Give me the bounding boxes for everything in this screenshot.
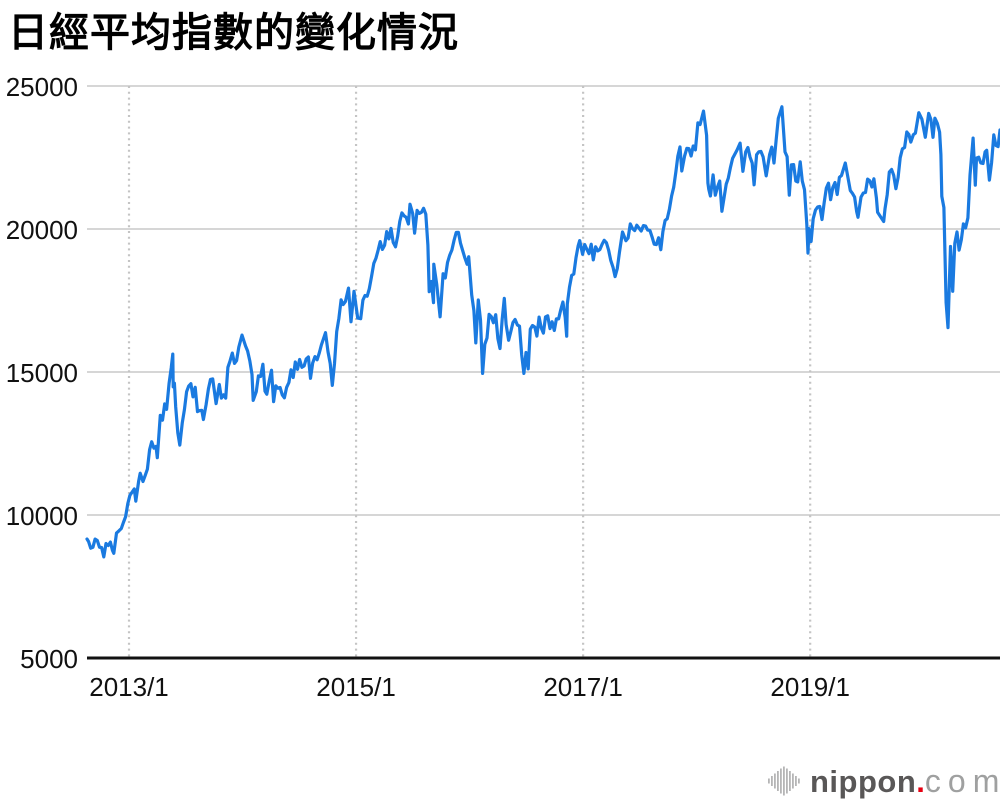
x-tick-label: 2017/1	[543, 672, 623, 702]
logo-bar	[798, 778, 800, 784]
logo-name: nippon	[810, 763, 917, 799]
logo-dot: .	[916, 763, 925, 799]
logo-bar	[786, 768, 788, 794]
y-tick-label: 5000	[20, 644, 78, 674]
logo-bar	[789, 771, 791, 791]
x-tick-label: 2013/1	[89, 672, 169, 702]
logo-bar	[783, 766, 785, 796]
x-tick-label: 2015/1	[316, 672, 396, 702]
logo-bar	[795, 776, 797, 786]
logo-bar	[780, 768, 782, 794]
y-tick-label: 20000	[6, 215, 78, 245]
logo-bar	[774, 773, 776, 789]
logo-bar	[771, 776, 773, 786]
y-tick-label: 15000	[6, 358, 78, 388]
y-tick-label: 10000	[6, 501, 78, 531]
logo-bar	[792, 773, 794, 789]
x-tick-label: 2019/1	[770, 672, 850, 702]
y-tick-label: 25000	[6, 72, 78, 102]
chart-title: 日經平均指數的變化情況	[8, 11, 459, 55]
logo-bar	[768, 778, 770, 784]
logo-text: nippon . com	[810, 763, 1000, 800]
logo-bar	[777, 771, 779, 791]
soundwave-logo-icon	[768, 766, 800, 796]
logo-tld: com	[924, 762, 1000, 799]
price-line	[85, 105, 1000, 559]
nippon-com-logo: nippon . com	[767, 760, 1000, 802]
